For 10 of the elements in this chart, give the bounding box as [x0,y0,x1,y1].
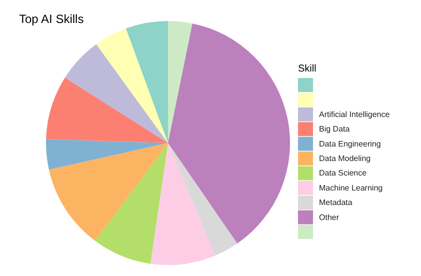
legend-label: Other [319,212,340,222]
chart-title: Top AI Skills [19,12,84,26]
legend-label: Metadata [319,198,353,208]
legend-label: Data Engineering [319,139,381,148]
legend-label: Data Modeling [319,154,371,163]
legend-label: Data Science [319,168,368,178]
legend-title: Skill [298,64,316,74]
legend-label: Big Data [319,124,350,134]
legend-label: Machine Learning [319,183,383,192]
legend-label: Artificial Intelligence [319,110,390,119]
